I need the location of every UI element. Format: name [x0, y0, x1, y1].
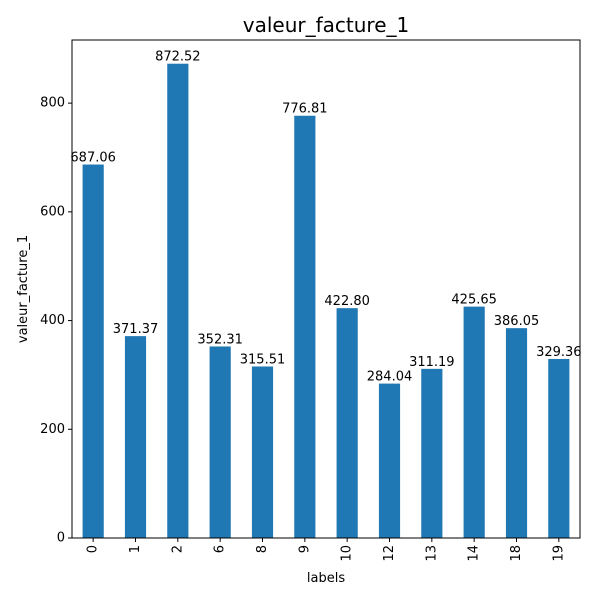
- data-label: 371.37: [113, 322, 159, 337]
- y-tick-label: 800: [40, 96, 65, 111]
- x-tick-label: 10: [340, 545, 355, 562]
- bar-19: [548, 358, 570, 538]
- data-label: 284.04: [367, 370, 413, 385]
- bar-9: [294, 115, 316, 538]
- plot-frame: [71, 39, 581, 539]
- data-label: 422.80: [324, 294, 370, 309]
- data-label: 311.19: [409, 355, 455, 370]
- bar-10: [336, 308, 358, 538]
- data-label: 352.31: [197, 332, 243, 347]
- bar-14: [463, 306, 485, 538]
- bar-6: [209, 346, 231, 538]
- chart-title: valeur_facture_1: [243, 13, 409, 37]
- data-label: 872.52: [155, 50, 201, 65]
- x-axis-label: labels: [307, 571, 345, 586]
- data-label: 386.05: [494, 314, 540, 329]
- data-label: 687.06: [70, 151, 116, 166]
- y-tick-label: 0: [57, 531, 65, 546]
- bar-group: [82, 63, 570, 538]
- bar-13: [421, 368, 443, 538]
- x-axis: 0 1 2 6 8 9 10 12 13 14 18 19: [86, 538, 566, 562]
- x-tick-label: 14: [467, 545, 482, 562]
- x-tick-label: 6: [213, 545, 228, 553]
- data-label: 425.65: [451, 293, 497, 308]
- bar-12: [378, 383, 401, 538]
- y-tick-label: 400: [40, 313, 65, 328]
- x-tick-label: 19: [551, 545, 566, 562]
- bar-18: [505, 328, 528, 538]
- bar-1: [124, 336, 147, 538]
- bar-2: [167, 63, 189, 538]
- x-tick-label: 9: [297, 545, 312, 553]
- x-tick-label: 1: [128, 545, 143, 553]
- x-tick-label: 18: [509, 545, 524, 562]
- data-label: 329.36: [536, 345, 582, 360]
- y-tick-label: 200: [40, 422, 65, 437]
- x-tick-label: 8: [255, 545, 270, 553]
- y-tick-label: 600: [40, 204, 65, 219]
- x-tick-label: 13: [424, 545, 439, 562]
- x-tick-label: 12: [382, 545, 397, 562]
- bar-8: [251, 366, 274, 538]
- bar-0: [82, 164, 104, 538]
- y-axis-label: valeur_facture_1: [16, 235, 31, 343]
- x-tick-label: 2: [170, 545, 185, 553]
- x-tick-label: 0: [86, 545, 101, 553]
- data-label-group: 687.06 371.37 872.52 352.31 315.51 776.81 422.…: [70, 50, 581, 385]
- data-label: 315.51: [240, 352, 286, 367]
- data-label: 776.81: [282, 102, 328, 117]
- y-axis: 0 200 400 600 800: [40, 96, 72, 546]
